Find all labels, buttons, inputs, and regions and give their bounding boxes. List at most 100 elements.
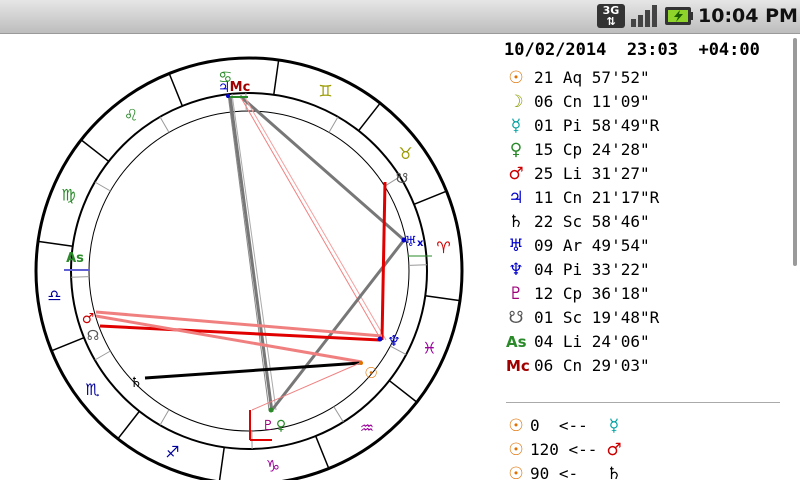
planet-row-ascendant: As 04 Li 24'06" (506, 330, 796, 354)
aspect-line (145, 363, 360, 378)
planet-row-sun: ☉ 21 Aq 57'52" (506, 66, 796, 90)
mercury-icon: ☿ (506, 114, 526, 138)
aspect-text: 120 <-- (530, 438, 597, 462)
planet-row-jupiter: ♃ 11 Cn 21'17"R (506, 186, 796, 210)
sun-icon: ☉ (506, 438, 526, 462)
house-cusp (409, 265, 427, 266)
middle-ring (71, 93, 427, 449)
aspect-row[interactable]: ☉ 0 <-- ☿ (506, 414, 796, 438)
house-cusp (71, 277, 89, 278)
ascendant-icon: As (506, 330, 526, 354)
mars-marker: ♂ (82, 311, 95, 327)
house-cusp (95, 182, 111, 191)
aspect-line (232, 94, 276, 410)
sun-icon: ☉ (506, 414, 526, 438)
aspect-row[interactable]: ☉ 120 <-- ♂ (506, 438, 796, 462)
sign-taurus-icon: ♉ (398, 144, 412, 163)
planet-position: 04 Pi 33'22" (534, 258, 650, 282)
node-marker: ☊ (87, 328, 99, 344)
house-cusps (71, 93, 427, 449)
sign-divider (274, 60, 279, 95)
sign-pisces-icon: ♓ (422, 339, 436, 358)
planet-row-mars: ♂ 25 Li 31'27" (506, 162, 796, 186)
battery-charging-icon (664, 4, 694, 28)
sign-divider (389, 381, 417, 403)
sign-divider (359, 103, 381, 131)
network-type: 3G (603, 4, 620, 17)
mars-icon: ♂ (604, 438, 624, 462)
sign-libra-icon: ♎ (47, 286, 61, 305)
midheaven-icon: Mc (506, 354, 526, 378)
uranus-marker: ♅x (404, 234, 424, 250)
sign-divider (118, 411, 140, 439)
aspect-line (228, 94, 269, 410)
natal-chart-wheel[interactable]: ♋ ♊ ♉ ♈ ♓ ♒ ♑ ♐ ♏ ♎ ♍ ♌ ♃ Mc ☋ ♅x ♆ ☉ ♇ ♀ ♄ ♂ ☊ As (0, 34, 490, 480)
planet-row-uranus: ♅ 09 Ar 49'54" (506, 234, 796, 258)
planet-position: 15 Cp 24'28" (534, 138, 650, 162)
sign-scorpio-icon: ♏ (85, 380, 99, 399)
jupiter-icon: ♃ (506, 186, 526, 210)
planet-row-mercury: ☿ 01 Pi 58'49"R (506, 114, 796, 138)
planet-position: 06 Cn 29'03" (534, 354, 650, 378)
house-cusp (160, 410, 169, 426)
sign-capricorn-icon: ♑ (266, 457, 280, 476)
sun-marker: ☉ (364, 364, 377, 382)
planet-row-saturn: ♄ 22 Sc 58'46" (506, 210, 796, 234)
saturn-icon: ♄ (506, 210, 526, 234)
clock: 10:04 PM (698, 4, 798, 28)
moon-icon: ☽ (506, 90, 526, 114)
neptune-marker: ♆ (387, 332, 400, 350)
chart-info-panel[interactable]: 10/02/2014 23:03 +04:00 ☉ 21 Aq 57'52" ☽… (500, 38, 800, 480)
aspect-row[interactable]: ☉ 90 <- ♄ (506, 462, 796, 480)
saturn-marker: ♄ (130, 375, 143, 391)
sign-divider (52, 338, 84, 351)
sign-virgo-icon: ♍ (61, 185, 75, 204)
planet-row-venus: ♀ 15 Cp 24'28" (506, 138, 796, 162)
planet-position: 01 Sc 19'48"R (534, 306, 659, 330)
network-3g-icon: 3G ⇅ (597, 4, 625, 28)
chart-datetime: 10/02/2014 23:03 +04:00 (504, 40, 760, 60)
planet-row-neptune: ♆ 04 Pi 33'22" (506, 258, 796, 282)
pluto-icon: ♇ (506, 282, 526, 306)
planet-position: 01 Pi 58'49"R (534, 114, 659, 138)
planet-position: 21 Aq 57'52" (534, 66, 650, 90)
planet-position: 12 Cp 36'18" (534, 282, 650, 306)
aspect-line (240, 96, 404, 240)
planet-row-midheaven: Mc 06 Cn 29'03" (506, 354, 796, 378)
aspect-line (382, 182, 385, 340)
house-cusp (329, 117, 338, 133)
status-bar: 3G ⇅ 10:04 PM (0, 0, 800, 34)
planet-position: 25 Li 31'27" (534, 162, 650, 186)
sign-divider (38, 241, 73, 246)
sun-icon: ☉ (506, 462, 526, 480)
sign-aquarius-icon: ♒ (360, 419, 374, 438)
mars-icon: ♂ (506, 162, 526, 186)
planet-position: 22 Sc 58'46" (534, 210, 650, 234)
sign-divider (169, 74, 182, 106)
sign-divider (414, 191, 446, 204)
mc-marker: Mc (230, 80, 251, 95)
scrollbar[interactable] (793, 38, 797, 266)
house-cusp (95, 351, 111, 360)
saturn-icon: ♄ (604, 462, 624, 480)
pluto-marker: ♇ (262, 418, 275, 434)
aspect-text: 90 <- (530, 462, 578, 480)
south-node-icon: ☋ (506, 306, 526, 330)
planet-position: 11 Cn 21'17"R (534, 186, 659, 210)
sign-leo-icon: ♌ (124, 105, 138, 124)
sign-divider (425, 296, 460, 301)
house-cusp (334, 407, 344, 422)
planet-row-pluto: ♇ 12 Cp 36'18" (506, 282, 796, 306)
south-node-marker: ☋ (396, 171, 408, 187)
planet-position: 09 Ar 49'54" (534, 234, 650, 258)
planet-position: 04 Li 24'06" (534, 330, 650, 354)
divider (506, 402, 780, 403)
sun-icon: ☉ (506, 66, 526, 90)
sign-divider (219, 447, 224, 480)
sign-sagittarius-icon: ♐ (165, 442, 179, 461)
aspect-line (244, 96, 386, 340)
sign-divider (81, 140, 109, 162)
signal-strength-icon (630, 4, 660, 28)
ascendant-marker: As (66, 251, 84, 266)
planet-row-moon: ☽ 06 Cn 11'09" (506, 90, 796, 114)
